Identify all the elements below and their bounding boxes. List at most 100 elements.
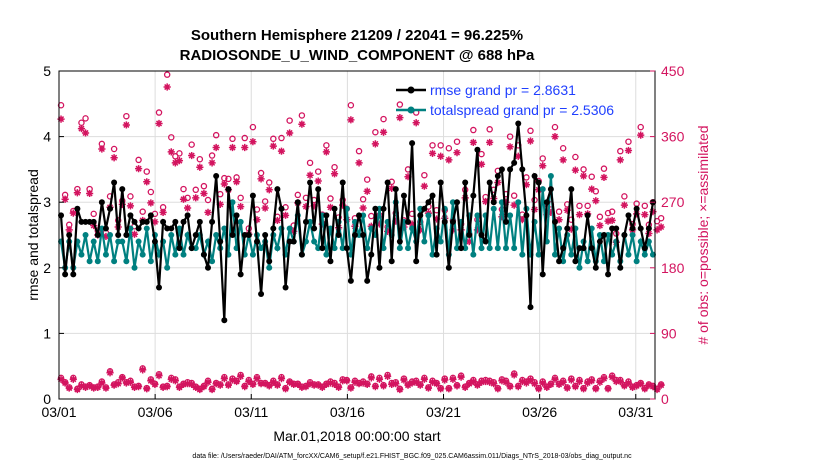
y-right-tick-label: 450 [661, 63, 685, 79]
rmse-series-point [454, 199, 461, 206]
obs-assimilated-marker [465, 237, 473, 246]
obs-assimilated-marker [188, 380, 196, 389]
obs-assimilated-marker [657, 223, 665, 231]
x-tick-label: 03/06 [138, 404, 173, 420]
spread-series-point [311, 238, 318, 245]
rmse-series-point [209, 218, 216, 225]
rmse-series-point [290, 238, 297, 245]
obs-assimilated-marker [481, 197, 490, 206]
y-left-tick-label: 0 [43, 391, 51, 407]
obs-assimilated-marker [555, 380, 563, 389]
obs-assimilated-marker [216, 200, 224, 208]
obs-assimilated-marker [126, 378, 135, 386]
rmse-series-point [115, 232, 122, 238]
obs-assimilated-marker [286, 129, 294, 137]
y-right-axis-label: # of obs: o=possible; ×=assimilated [695, 125, 711, 344]
obs-assimilated-marker [526, 137, 535, 145]
obs-assimilated-marker [65, 384, 73, 392]
obs-assimilated-marker [147, 377, 155, 385]
spread-series-point [486, 245, 493, 252]
spread-series-point [274, 245, 281, 252]
obs-assimilated-marker [118, 374, 126, 382]
obs-assimilated-marker [579, 385, 588, 393]
obs-possible-marker [596, 213, 604, 221]
y-left-axis-label: rmse and totalspread [25, 169, 41, 301]
obs-possible-marker [110, 145, 118, 153]
obs-assimilated-marker [57, 375, 65, 383]
obs-assimilated-marker [310, 202, 318, 210]
obs-assimilated-marker [57, 115, 65, 123]
obs-assimilated-marker [106, 369, 114, 377]
rmse-series-point [478, 232, 485, 238]
rmse-series-point [282, 284, 289, 291]
obs-assimilated-marker [522, 379, 531, 387]
obs-assimilated-marker [657, 381, 665, 389]
obs-possible-marker [510, 192, 518, 199]
spread-series-point [515, 199, 522, 206]
spread-series-point [286, 225, 293, 232]
rmse-series-point [135, 225, 142, 232]
rmse-series-point [90, 218, 97, 225]
obs-possible-marker [363, 176, 371, 183]
obs-possible-marker [380, 115, 387, 123]
rmse-series-point [302, 218, 309, 225]
rmse-series-line [59, 123, 655, 321]
obs-assimilated-marker [477, 378, 486, 386]
rmse-series-point [388, 258, 395, 265]
obs-assimilated-marker [486, 378, 494, 386]
spread-series-point [421, 238, 428, 245]
obs-assimilated-marker [167, 148, 175, 156]
rmse-series-point [237, 271, 244, 278]
rmse-series-point [613, 225, 620, 232]
rmse-series-point [633, 205, 640, 212]
obs-assimilated-marker [375, 220, 384, 228]
obs-assimilated-marker [514, 152, 522, 160]
rmse-series-point [445, 264, 452, 271]
rmse-series-point [225, 186, 232, 193]
rmse-series-point [258, 291, 265, 298]
obs-assimilated-marker [637, 380, 645, 388]
spread-series-point [107, 232, 114, 238]
rmse-series-point [172, 218, 179, 225]
obs-assimilated-marker [98, 145, 106, 153]
spread-series-point [364, 245, 371, 252]
x-tick-label: 03/26 [522, 404, 557, 420]
obs-assimilated-marker [326, 379, 335, 387]
obs-assimilated-marker [90, 384, 98, 392]
legend: rmse grand pr = 2.8631 totalspread grand… [396, 82, 614, 118]
obs-assimilated-marker [245, 377, 253, 386]
y-right-tick-label: 360 [661, 129, 685, 145]
obs-assimilated-marker [232, 178, 241, 186]
obs-assimilated-marker [339, 377, 347, 385]
rmse-series-point [494, 172, 501, 179]
obs-assimilated-marker [155, 119, 163, 128]
rmse-series-point [498, 166, 505, 173]
spread-series-point [266, 264, 273, 271]
obs-assimilated-marker [653, 385, 661, 394]
spread-series-point [119, 238, 126, 245]
obs-assimilated-marker [400, 376, 408, 384]
obs-assimilated-marker [441, 376, 449, 384]
obs-assimilated-marker [547, 380, 555, 389]
obs-assimilated-marker [600, 173, 608, 182]
obs-assimilated-marker [69, 375, 77, 383]
obs-assimilated-marker [506, 383, 514, 391]
obs-assimilated-marker [408, 220, 416, 228]
obs-possible-marker [225, 175, 232, 183]
rmse-series-point [645, 225, 652, 232]
obs-assimilated-marker [122, 121, 130, 129]
rmse-series-point [441, 218, 448, 225]
spread-series-point [519, 251, 526, 258]
spread-series-point [147, 258, 154, 265]
spread-series-point [474, 212, 481, 219]
spread-series-point [396, 245, 403, 252]
rmse-series-point [417, 212, 424, 219]
rmse-series-point [262, 232, 269, 238]
obs-possible-marker [421, 171, 428, 179]
rmse-series-point [298, 251, 305, 258]
obs-assimilated-marker [633, 382, 641, 390]
y-right-tick-label: 0 [661, 391, 669, 407]
rmse-series-point [205, 264, 211, 271]
rmse-series-point [605, 271, 612, 278]
obs-assimilated-marker [404, 381, 412, 389]
